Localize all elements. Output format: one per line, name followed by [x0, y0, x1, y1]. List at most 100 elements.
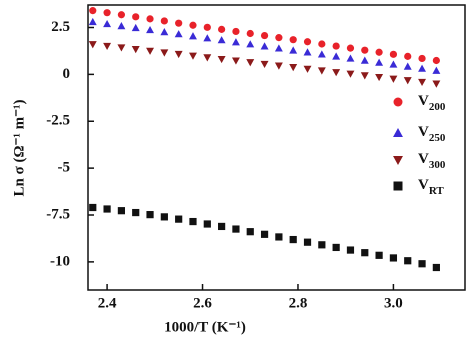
point	[146, 15, 154, 23]
point	[303, 48, 312, 56]
point	[175, 215, 183, 223]
point	[375, 251, 383, 259]
point	[317, 50, 326, 58]
point	[361, 46, 369, 54]
point	[418, 54, 426, 63]
point	[318, 241, 326, 249]
point	[160, 28, 169, 36]
point	[117, 44, 126, 52]
point	[231, 57, 240, 65]
point	[260, 60, 269, 69]
point	[218, 222, 226, 231]
point	[146, 47, 154, 55]
point	[318, 40, 326, 48]
point	[403, 77, 412, 85]
legend-marker	[393, 128, 403, 138]
point	[303, 65, 312, 73]
point	[103, 42, 112, 51]
point	[346, 70, 355, 78]
point	[232, 225, 240, 233]
point	[289, 36, 297, 44]
point	[160, 17, 168, 25]
point	[218, 25, 226, 33]
point	[217, 36, 226, 44]
point	[418, 260, 426, 268]
point	[275, 34, 283, 42]
point	[203, 34, 212, 42]
point	[89, 203, 97, 212]
legend-label: V200	[418, 93, 446, 112]
point	[246, 29, 254, 38]
point	[332, 42, 340, 50]
point	[132, 208, 140, 217]
point	[246, 40, 255, 48]
point	[146, 25, 154, 34]
point	[174, 30, 183, 38]
point	[346, 54, 355, 62]
y-tick-label: -5	[58, 160, 71, 176]
point	[160, 213, 168, 221]
point	[88, 41, 97, 49]
point	[132, 13, 140, 21]
point	[203, 54, 212, 62]
point	[189, 217, 197, 226]
point	[389, 50, 398, 58]
point	[389, 254, 398, 262]
legend-marker	[393, 155, 403, 165]
legend-label: V250	[418, 124, 446, 143]
point	[303, 38, 312, 46]
point	[117, 11, 126, 19]
point	[360, 56, 369, 64]
point	[274, 44, 283, 52]
point	[432, 80, 441, 88]
y-tick-label: -10	[50, 253, 70, 269]
point	[289, 46, 298, 54]
point	[346, 44, 355, 52]
point	[203, 23, 211, 31]
point	[246, 228, 254, 236]
point	[89, 7, 97, 15]
point	[246, 59, 255, 67]
legend-label: VRT	[418, 177, 444, 196]
point	[160, 49, 169, 57]
point	[260, 42, 269, 50]
point	[289, 64, 298, 72]
point	[432, 66, 441, 74]
point	[232, 27, 240, 36]
y-tick-label: 2.5	[51, 19, 70, 35]
point	[332, 243, 340, 252]
point	[389, 75, 398, 83]
point	[203, 220, 211, 228]
x-tick-label: 2.4	[98, 295, 117, 311]
point	[360, 72, 369, 80]
point	[174, 50, 183, 59]
y-tick-label: -2.5	[46, 113, 70, 129]
point	[275, 233, 283, 241]
point	[403, 62, 412, 70]
point	[88, 17, 97, 26]
x-tick-label: 2.8	[289, 295, 308, 311]
point	[117, 22, 126, 30]
point	[361, 249, 369, 257]
point	[346, 246, 355, 254]
point	[146, 211, 154, 219]
point	[260, 230, 269, 238]
point	[389, 60, 398, 68]
point	[375, 73, 384, 82]
x-tick-label: 3.0	[384, 295, 403, 311]
y-tick-label: 0	[63, 66, 71, 82]
point	[231, 38, 240, 46]
point	[317, 67, 326, 75]
point	[274, 62, 283, 70]
point	[404, 257, 412, 265]
x-tick-label: 2.6	[193, 295, 212, 311]
y-axis-label: Ln σ (Ω⁻¹ m⁻¹)	[11, 99, 27, 196]
point	[103, 19, 112, 28]
point	[131, 23, 140, 32]
point	[189, 32, 197, 40]
point	[117, 207, 126, 215]
point	[375, 48, 383, 56]
point	[189, 52, 197, 60]
point	[404, 52, 412, 60]
